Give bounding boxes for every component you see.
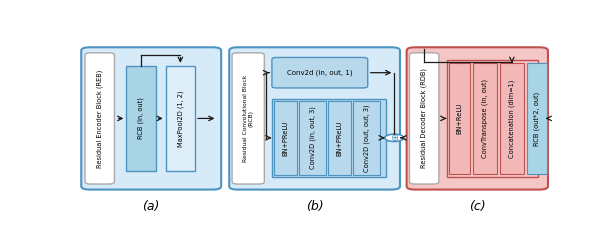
Text: (c): (c) [469, 200, 485, 213]
Text: BN+PReLU: BN+PReLU [282, 120, 288, 156]
FancyBboxPatch shape [272, 57, 368, 88]
Bar [299, 101, 326, 175]
Text: ⊕: ⊕ [390, 133, 398, 143]
Circle shape [385, 134, 404, 142]
Bar [272, 99, 386, 177]
Text: BN+ReLU: BN+ReLU [457, 103, 463, 134]
Bar [353, 101, 380, 175]
Text: Residual Encoder Block (REB): Residual Encoder Block (REB) [97, 69, 103, 168]
Text: (a): (a) [143, 200, 160, 213]
Bar [329, 101, 351, 175]
Bar [447, 60, 539, 177]
Text: Residual Decoder Block (RDB): Residual Decoder Block (RDB) [421, 68, 427, 168]
FancyBboxPatch shape [85, 53, 114, 184]
Text: RCB (out*2, out): RCB (out*2, out) [534, 91, 540, 145]
Bar [274, 101, 297, 175]
Text: Conv2D (out, out, 3): Conv2D (out, out, 3) [364, 104, 370, 172]
Bar [499, 63, 524, 174]
Bar [472, 63, 497, 174]
Bar [449, 63, 470, 174]
FancyBboxPatch shape [81, 47, 221, 190]
Text: Conv2d (in, out, 1): Conv2d (in, out, 1) [287, 69, 353, 76]
Text: Conv2D (in, out, 3): Conv2D (in, out, 3) [309, 106, 316, 169]
Text: Concatenation (dim=1): Concatenation (dim=1) [509, 79, 515, 158]
Text: (b): (b) [306, 200, 323, 213]
Bar [526, 63, 548, 174]
FancyBboxPatch shape [409, 53, 439, 184]
Bar [166, 66, 195, 171]
FancyBboxPatch shape [230, 47, 400, 190]
Text: RCB (in, out): RCB (in, out) [138, 97, 144, 139]
Text: MaxPool2D (1, 2): MaxPool2D (1, 2) [177, 90, 184, 147]
Bar [126, 66, 155, 171]
FancyBboxPatch shape [406, 47, 548, 190]
Text: BN+PReLU: BN+PReLU [337, 120, 343, 156]
Text: Residual Convolutional Block
(RCB): Residual Convolutional Block (RCB) [243, 75, 253, 162]
FancyBboxPatch shape [232, 53, 264, 184]
Text: ConvTranspose (in, out): ConvTranspose (in, out) [482, 79, 488, 158]
